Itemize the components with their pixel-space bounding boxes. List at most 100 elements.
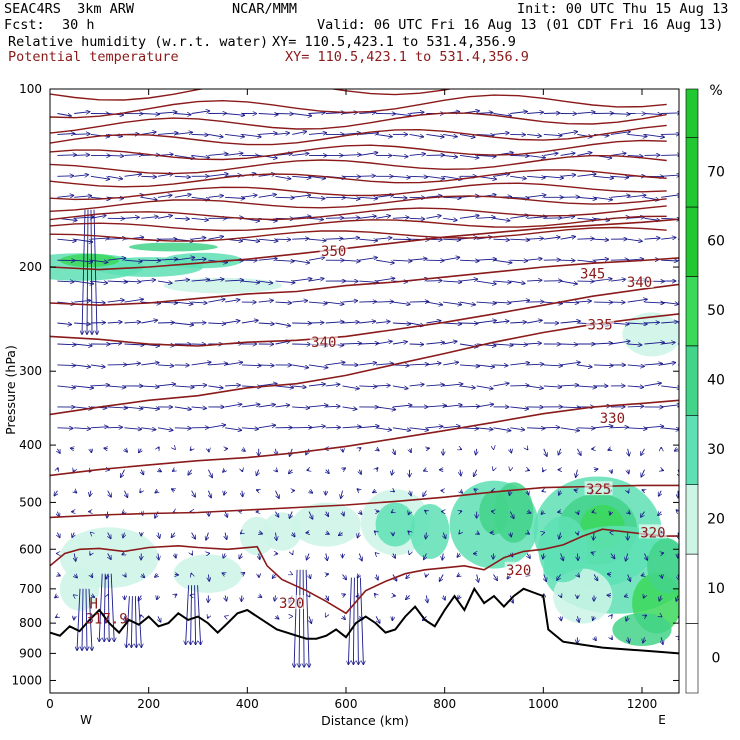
wind-vector: [577, 112, 595, 114]
wind-vector: [423, 490, 427, 497]
wind-vector: [577, 616, 579, 622]
wind-vector: [275, 322, 291, 326]
wind-vector: [543, 470, 544, 472]
wind-vector: [74, 280, 93, 284]
wind-vector: [225, 404, 242, 408]
colorbar-segment: [685, 553, 699, 624]
colorbar: 70 60 50 40 30 20 10 0%: [685, 83, 725, 694]
wind-vector: [459, 154, 479, 158]
wind-vector: [376, 385, 390, 386]
theta-contour-upper: [50, 215, 667, 232]
wind-vector: [359, 302, 376, 303]
wind-vector: [443, 197, 461, 198]
theta-contour-upper: [50, 205, 667, 221]
wind-vector: [476, 448, 477, 455]
field-theta: Potential temperature: [8, 49, 179, 65]
wind-vector: [628, 491, 629, 493]
wind-vector: [158, 447, 159, 449]
wind-vector: [661, 155, 679, 156]
wind-vector: [560, 427, 580, 431]
wind-vector: [174, 114, 191, 115]
wind-vector: [426, 321, 441, 323]
wind-vector: [87, 209, 88, 335]
wind-vector: [359, 153, 378, 156]
wind-vector: [543, 386, 562, 387]
wind-vector: [577, 512, 578, 515]
theta-label-bg: [638, 524, 667, 539]
wind-vector: [610, 512, 611, 515]
wind-vector: [644, 383, 662, 387]
wind-vector: [125, 449, 128, 452]
wind-vector: [510, 300, 529, 302]
wind-vector: [158, 532, 160, 539]
wind-vector: [510, 197, 529, 198]
theta-label: 350: [321, 244, 346, 260]
wind-vector: [543, 365, 563, 366]
theta-label: 320: [640, 525, 665, 541]
colorbar-label: 20: [707, 511, 725, 527]
wind-vector: [510, 239, 529, 240]
wind-vector: [577, 428, 595, 429]
rh-shading: [50, 242, 679, 646]
wind-vector: [460, 511, 462, 512]
wind-vector: [124, 260, 143, 261]
wind-vector: [661, 553, 664, 554]
wind-vector: [527, 491, 529, 495]
wind-vector: [426, 216, 441, 219]
wind-vector: [474, 469, 477, 477]
wind-vector: [292, 386, 306, 387]
wind-vector: [376, 341, 392, 345]
wind-vector: [90, 260, 108, 262]
wind-vector: [308, 302, 327, 304]
wind-vector: [459, 301, 475, 305]
wind-vector: [376, 259, 394, 263]
wind-vector: [424, 553, 427, 560]
wind-vector: [137, 596, 141, 648]
wind-vector: [527, 238, 543, 239]
wind-vector: [326, 595, 329, 601]
wind-vector: [577, 448, 581, 456]
wind-vector: [544, 574, 547, 582]
wind-vector: [57, 468, 58, 470]
wind-vector: [393, 553, 396, 559]
rh-blob: [262, 512, 302, 551]
wind-vector: [357, 489, 359, 491]
wind-vector: [121, 469, 125, 478]
wind-vector: [190, 449, 191, 451]
wind-vector: [157, 133, 178, 135]
theta-label: 320: [279, 596, 304, 612]
wind-vector: [348, 577, 352, 665]
wind-vector: [259, 596, 262, 598]
wind-vector: [174, 132, 193, 134]
terrain-line: [50, 586, 679, 655]
high-marker-symbol: H: [90, 596, 98, 612]
wind-vector: [594, 196, 612, 200]
wind-vector: [577, 533, 578, 535]
wind-vector: [359, 469, 361, 475]
wind-vector: [242, 449, 245, 452]
wind-vector: [560, 407, 581, 408]
wind-vector: [426, 575, 427, 578]
wind-vector: [208, 279, 224, 281]
wind-vector: [493, 383, 510, 387]
wind-vector: [306, 553, 309, 561]
wind-vector: [476, 113, 493, 114]
wind-vector: [644, 218, 661, 220]
wind-vector: [577, 365, 592, 367]
wind-vector: [158, 616, 161, 622]
wind-vector: [256, 490, 258, 491]
wind-vector: [627, 299, 648, 303]
wind-vector: [611, 470, 612, 474]
wind-vector: [292, 195, 311, 197]
wind-vector: [72, 532, 74, 538]
wind-vector: [628, 448, 630, 456]
wind-vector: [641, 448, 645, 456]
wind-vector: [57, 344, 76, 345]
wind-vector: [424, 470, 427, 471]
x-tick-label: 200: [137, 697, 160, 711]
wind-vector: [409, 364, 429, 365]
wind-vector: [607, 574, 611, 575]
wind-vector: [225, 321, 240, 323]
wind-vector: [223, 553, 225, 559]
